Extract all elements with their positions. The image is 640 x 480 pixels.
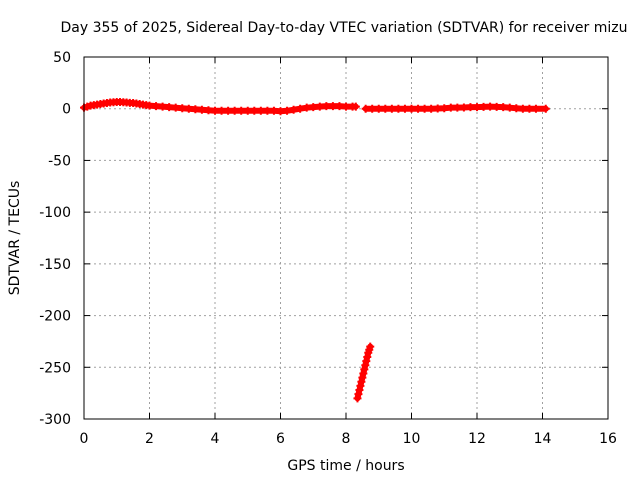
y-tick-label: -50: [48, 153, 71, 169]
grid-layer: [84, 57, 608, 419]
y-tick-label: 50: [53, 50, 71, 66]
x-tick-label: 0: [80, 431, 89, 447]
data-point-band: [81, 98, 359, 115]
y-tick-label: -100: [39, 205, 71, 221]
x-tick-label: 14: [534, 431, 552, 447]
data-point-band: [362, 103, 549, 112]
y-tick-label: -200: [39, 309, 71, 325]
x-tick-label: 6: [276, 431, 285, 447]
data-point-band: [354, 343, 374, 402]
tick-labels-layer: 0 2 4 6 8 10 12 14 16 -300 -250 -200 -150 -100 -50 0 50: [39, 50, 617, 447]
x-tick-label: 8: [342, 431, 351, 447]
chart-title: Day 355 of 2025, Sidereal Day-to-day VTE…: [61, 20, 628, 36]
y-tick-label: 0: [62, 102, 71, 118]
plot-frame: [83, 56, 609, 420]
y-tick-label: -300: [39, 412, 71, 428]
x-tick-label: 10: [403, 431, 421, 447]
x-axis-title: GPS time / hours: [287, 458, 404, 474]
x-tick-label: 12: [468, 431, 486, 447]
y-tick-label: -150: [39, 257, 71, 273]
y-axis-title: SDTVAR / TECUs: [7, 181, 23, 296]
x-tick-label: 2: [145, 431, 154, 447]
x-tick-label: 4: [211, 431, 220, 447]
data-points-layer: [80, 97, 550, 403]
x-tick-label: 16: [599, 431, 617, 447]
y-tick-label: -250: [39, 360, 71, 376]
